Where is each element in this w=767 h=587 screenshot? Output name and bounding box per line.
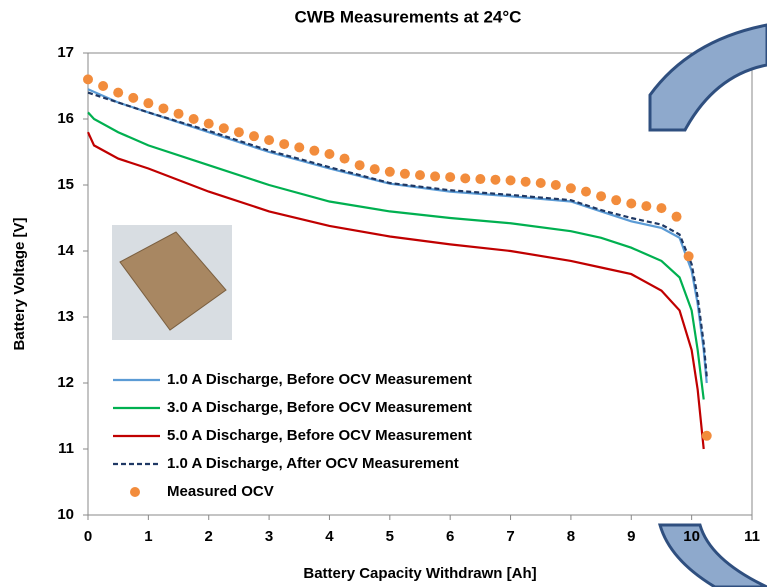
ocv-point	[324, 149, 334, 159]
ocv-point	[490, 175, 500, 185]
y-tick-label: 14	[57, 242, 74, 259]
ocv-point	[128, 93, 138, 103]
ocv-point	[340, 154, 350, 164]
legend-label: 1.0 A Discharge, Before OCV Measurement	[167, 371, 472, 388]
ocv-point	[174, 109, 184, 119]
legend-label: 5.0 A Discharge, Before OCV Measurement	[167, 427, 472, 444]
ocv-point	[158, 103, 168, 113]
ocv-point	[370, 164, 380, 174]
y-tick-label: 11	[58, 440, 74, 457]
ocv-point	[234, 127, 244, 137]
x-tick-label: 1	[144, 528, 152, 545]
ocv-point	[521, 177, 531, 187]
ocv-point	[684, 251, 694, 261]
ocv-point	[264, 135, 274, 145]
legend-label: Measured OCV	[167, 483, 274, 500]
ocv-point	[656, 203, 666, 213]
y-tick-label: 16	[57, 110, 74, 127]
ocv-point	[475, 174, 485, 184]
x-tick-label: 7	[506, 528, 514, 545]
y-tick-label: 17	[57, 44, 74, 61]
ocv-point	[83, 74, 93, 84]
ocv-point	[294, 142, 304, 152]
ocv-point	[506, 175, 516, 185]
x-tick-label: 11	[744, 528, 760, 545]
decor-arrow	[650, 25, 767, 130]
ocv-point	[355, 160, 365, 170]
legend-label: 3.0 A Discharge, Before OCV Measurement	[167, 399, 472, 416]
y-axis-label: Battery Voltage [V]	[11, 217, 28, 350]
legend-marker	[130, 487, 140, 497]
ocv-point	[551, 180, 561, 190]
ocv-point	[702, 431, 712, 441]
ocv-point	[445, 172, 455, 182]
y-tick-label: 10	[57, 506, 74, 523]
ocv-point	[596, 191, 606, 201]
ocv-point	[415, 170, 425, 180]
ocv-point	[279, 139, 289, 149]
ocv-point	[566, 183, 576, 193]
ocv-point	[98, 81, 108, 91]
ocv-point	[204, 119, 214, 129]
x-tick-label: 8	[567, 528, 575, 545]
ocv-point	[113, 88, 123, 98]
ocv-point	[385, 167, 395, 177]
x-tick-label: 6	[446, 528, 454, 545]
battery-photo	[112, 225, 232, 340]
ocv-point	[581, 187, 591, 197]
ocv-point	[611, 195, 621, 205]
ocv-point	[641, 201, 651, 211]
x-axis-label: Battery Capacity Withdrawn [Ah]	[303, 565, 536, 582]
ocv-point	[536, 178, 546, 188]
x-tick-label: 2	[205, 528, 213, 545]
legend-label: 1.0 A Discharge, After OCV Measurement	[167, 455, 459, 472]
ocv-point	[219, 123, 229, 133]
x-tick-label: 3	[265, 528, 273, 545]
ocv-point	[672, 212, 682, 222]
ocv-point	[189, 114, 199, 124]
ocv-point	[309, 146, 319, 156]
ocv-point	[143, 98, 153, 108]
y-tick-label: 15	[57, 176, 74, 193]
chart: CWB Measurements at 24°C Battery Capacit…	[0, 0, 767, 587]
y-tick-label: 13	[57, 308, 74, 325]
ocv-point	[400, 169, 410, 179]
x-tick-label: 9	[627, 528, 635, 545]
y-tick-label: 12	[57, 374, 74, 391]
x-tick-label: 10	[683, 528, 700, 545]
ocv-point	[626, 198, 636, 208]
ocv-point	[460, 173, 470, 183]
x-tick-label: 4	[325, 528, 334, 545]
x-tick-label: 5	[386, 528, 394, 545]
ocv-point	[430, 171, 440, 181]
chart-title: CWB Measurements at 24°C	[295, 7, 522, 26]
x-tick-label: 0	[84, 528, 92, 545]
ocv-point	[249, 131, 259, 141]
